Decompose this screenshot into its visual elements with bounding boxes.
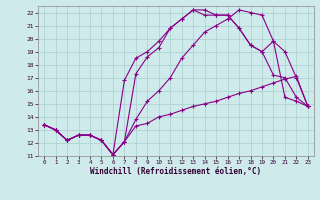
X-axis label: Windchill (Refroidissement éolien,°C): Windchill (Refroidissement éolien,°C) bbox=[91, 167, 261, 176]
